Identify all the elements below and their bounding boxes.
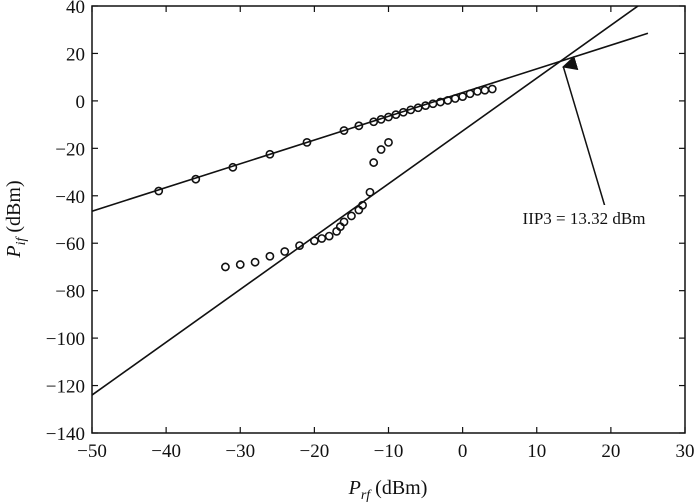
data-point <box>398 107 408 117</box>
data-point <box>376 114 386 124</box>
data-point <box>221 262 230 272</box>
fit-line-4 <box>92 6 640 396</box>
y-axis-label: Pif (dBm) <box>3 180 29 258</box>
data-point <box>358 200 367 210</box>
data-point <box>450 94 460 103</box>
x-tick-label: −20 <box>300 441 330 462</box>
annotation-background <box>511 205 657 231</box>
data-point <box>191 174 201 184</box>
y-tick-label: −80 <box>55 282 85 303</box>
data-point <box>376 145 386 154</box>
data-point <box>428 99 438 109</box>
data-point <box>250 257 260 267</box>
y-tick-label: −60 <box>55 234 85 255</box>
data-point <box>384 112 393 122</box>
y-tick-label: 0 <box>76 92 86 113</box>
data-point <box>354 121 364 131</box>
data-point <box>369 158 379 167</box>
data-point <box>309 236 319 246</box>
annotation-arrow <box>561 55 607 211</box>
y-tick-label: 20 <box>66 44 85 65</box>
x-tick-label: −30 <box>225 441 255 462</box>
y-tick-label: −140 <box>46 424 85 445</box>
data-point <box>235 260 245 269</box>
x-tick-label: 10 <box>527 441 546 462</box>
x-tick-label: −50 <box>77 441 107 462</box>
data-point <box>154 186 164 196</box>
y-tick-label: −20 <box>55 139 85 160</box>
data-point <box>324 231 334 241</box>
data-point <box>487 84 497 94</box>
data-point <box>317 234 327 243</box>
x-tick-label: −10 <box>374 441 404 462</box>
x-tick-label: 20 <box>601 441 620 462</box>
data-point <box>365 187 375 197</box>
data-point <box>347 211 356 221</box>
x-tick-label: 0 <box>458 441 468 462</box>
x-axis-label: Prf (dBm) <box>348 477 428 502</box>
data-point <box>339 217 349 227</box>
x-tick-label: −40 <box>151 441 181 462</box>
data-point <box>391 110 401 120</box>
data-point <box>228 162 238 172</box>
data-point <box>473 87 482 96</box>
y-tick-label: −100 <box>46 329 85 350</box>
data-point <box>280 247 290 256</box>
data-point <box>339 126 349 135</box>
data-point <box>265 149 275 159</box>
data-point <box>265 251 275 261</box>
y-tick-label: −40 <box>55 187 85 208</box>
series-points <box>154 84 497 272</box>
data-point <box>465 89 475 99</box>
data-point <box>369 117 379 127</box>
data-point <box>480 85 490 95</box>
data-point <box>458 92 468 102</box>
data-point <box>295 241 304 250</box>
series-lines <box>92 6 649 396</box>
y-tick-label: −120 <box>46 377 85 398</box>
axis-ticks: −50 −40 −30 −20 −10 0 10 20 3040200−20−40−60−80−… <box>46 0 695 462</box>
annotation: IIP3 = 13.32 dBm <box>511 55 657 231</box>
annotation-text: IIP3 = 13.32 dBm <box>523 209 646 228</box>
data-point <box>384 138 393 147</box>
data-point <box>302 138 312 147</box>
x-tick-label: 30 <box>676 441 695 462</box>
y-tick-label: 40 <box>66 0 85 18</box>
